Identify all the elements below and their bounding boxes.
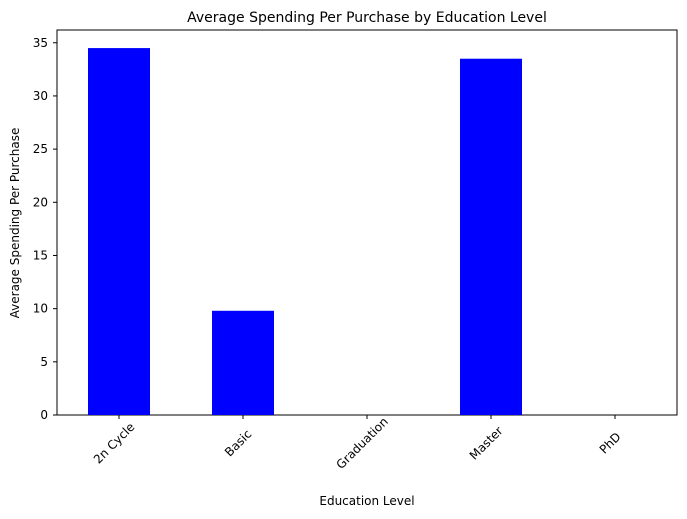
x-tick-label: 2n Cycle (91, 420, 138, 467)
bar-2n-cycle (88, 48, 150, 415)
x-tick-label: Graduation (333, 414, 390, 471)
bar-basic (212, 310, 274, 415)
y-tick-label: 20 (33, 195, 48, 209)
y-axis: 0 5 10 15 20 25 30 35 (33, 36, 57, 422)
y-tick-label: 35 (33, 36, 48, 50)
x-tick-label: Master (467, 424, 506, 463)
x-axis-label: Education Level (319, 494, 414, 508)
y-tick-label: 30 (33, 89, 48, 103)
y-tick-label: 5 (40, 355, 48, 369)
bar-master (460, 58, 522, 416)
y-tick-label: 0 (40, 408, 48, 422)
plot-area (56, 29, 678, 416)
y-tick-label: 10 (33, 302, 48, 316)
x-tick-label: PhD (597, 430, 624, 457)
y-tick-label: 15 (33, 248, 48, 262)
x-axis: 2n Cycle Basic Graduation Master PhD (91, 414, 624, 471)
chart-title: Average Spending Per Purchase by Educati… (187, 10, 547, 26)
x-tick-label: Basic (222, 427, 254, 459)
y-axis-label: Average Spending Per Purchase (8, 128, 22, 319)
y-tick-label: 25 (33, 142, 48, 156)
